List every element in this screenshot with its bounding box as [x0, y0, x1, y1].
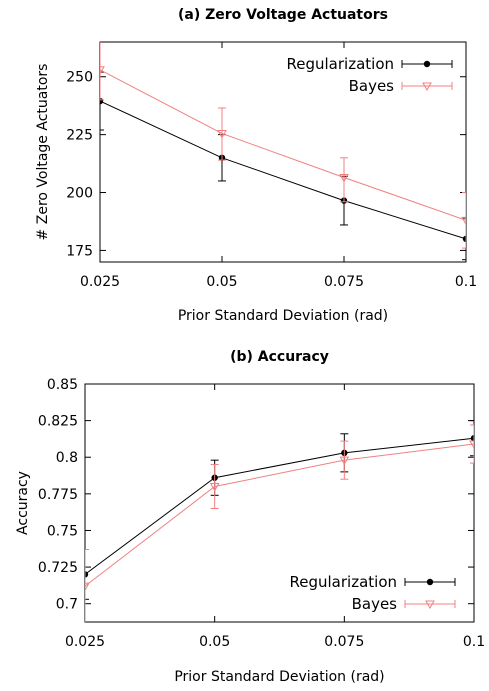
x-tick-label: 0.025	[80, 274, 120, 290]
series-line-regularization	[100, 100, 466, 240]
x-tick-label: 0.1	[455, 274, 477, 290]
legend-marker-bayes	[425, 600, 435, 610]
x-tick-label: 0.025	[65, 634, 105, 650]
y-axis-label: Accuracy	[15, 471, 31, 535]
x-tick-label: 0.1	[463, 634, 485, 650]
legend-label-bayes: Bayes	[352, 595, 398, 613]
y-tick-label: 0.825	[38, 414, 78, 430]
x-axis-label: Prior Standard Deviation (rad)	[178, 308, 388, 324]
x-tick-label: 0.075	[324, 274, 364, 290]
legend-label-regularization: Regularization	[290, 573, 398, 591]
legend-marker-regularization	[426, 578, 434, 586]
series-line-bayes	[85, 443, 474, 587]
y-tick-label: 0.725	[38, 560, 78, 576]
y-axis-label: # Zero Voltage Actuators	[35, 64, 51, 241]
data-point-bayes	[217, 129, 227, 139]
chart-accuracy: (b) Accuracy 0.025 0.05 0.075 0.1 0.7 0.725 0.7…	[15, 349, 485, 685]
y-tick-label: 0.85	[47, 377, 78, 393]
data-point-bayes	[85, 582, 90, 592]
y-tick-label: 250	[66, 70, 93, 86]
y-tick-label: 200	[66, 186, 93, 202]
plot-frame	[84, 383, 475, 623]
data-layer	[100, 42, 466, 261]
data-point-bayes	[339, 456, 350, 466]
x-tick-label: 0.05	[206, 274, 237, 290]
x-tick-label: 0.075	[324, 634, 364, 650]
data-point-bayes	[461, 216, 466, 226]
data-point-bayes	[339, 173, 349, 183]
data-point-regularization	[462, 235, 466, 243]
legend-label-regularization: Regularization	[287, 55, 395, 73]
y-tick-label: 175	[66, 243, 93, 259]
legend-label-bayes: Bayes	[349, 77, 395, 95]
y-tick-label: 0.75	[47, 523, 78, 539]
y-tick-label: 0.775	[38, 487, 78, 503]
chart-title: (b) Accuracy	[230, 349, 329, 365]
data-point-regularization	[85, 571, 89, 578]
series-line-bayes	[100, 69, 466, 221]
data-point-bayes	[469, 440, 474, 450]
legend-marker-bayes	[422, 82, 432, 92]
x-tick-label: 0.05	[199, 634, 230, 650]
chart-title: (a) Zero Voltage Actuators	[178, 7, 388, 23]
series-line-regularization	[85, 437, 474, 575]
legend-marker-regularization	[423, 60, 431, 68]
y-tick-label: 0.7	[56, 597, 78, 613]
x-axis-label: Prior Standard Deviation (rad)	[174, 669, 384, 685]
y-tick-label: 0.8	[56, 450, 78, 466]
data-point-bayes	[209, 483, 220, 492]
data-point-regularization	[470, 434, 474, 442]
plot-frame	[99, 41, 467, 263]
data-layer	[85, 420, 474, 622]
chart-zero-voltage-actuators: (a) Zero Voltage Actuators 0.025 0.05 0.075…	[35, 7, 477, 324]
y-tick-label: 225	[66, 128, 93, 144]
data-point-bayes	[100, 66, 105, 75]
